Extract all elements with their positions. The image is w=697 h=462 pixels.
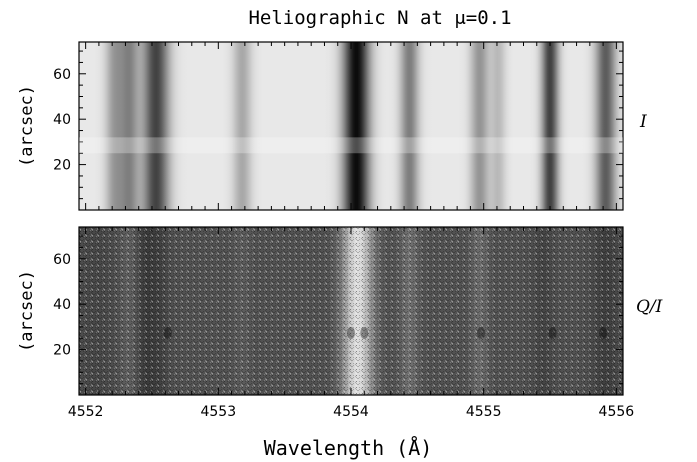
polarization-y-ticks: 20 40 60 [53,235,623,385]
polarization-side-label: Q/I [636,297,663,317]
y-tick-label: 20 [53,343,71,359]
x-tick-labels: 4552 4553 4554 4555 4556 [68,404,634,420]
y-tick-label: 20 [53,158,71,174]
intensity-y-ticks: 20 40 60 [53,50,623,200]
y-tick-label: 40 [53,297,71,313]
polarization-y-label: (arcsec) [17,270,37,352]
intensity-x-ticks [85,42,617,210]
x-tick-label: 4554 [333,404,369,420]
intensity-side-label: I [639,112,647,132]
polarization-spot [548,327,557,339]
x-axis-label: Wavelength (Å) [264,436,433,460]
polarization-panel: 20 40 60 (arcsec) Q/I [17,226,663,396]
intensity-bright-band [79,137,623,154]
polarization-spot [163,327,172,339]
polarization-x-ticks [85,227,617,395]
y-tick-label: 40 [53,112,71,128]
intensity-panel: 20 40 60 (arcsec) I [17,41,647,211]
intensity-image [79,42,623,210]
y-tick-label: 60 [53,252,71,268]
y-tick-label: 60 [53,67,71,83]
polarization-spot [599,327,608,339]
polarization-noise [79,227,623,395]
x-tick-label: 4553 [200,404,236,420]
x-tick-label: 4552 [68,404,104,420]
x-tick-label: 4556 [599,404,635,420]
x-tick-label: 4555 [466,404,502,420]
intensity-y-label: (arcsec) [17,85,37,167]
polarization-spot [477,327,486,339]
polarization-spot [360,327,369,339]
polarization-spot [347,327,355,339]
chart-title: Heliographic N at μ=0.1 [248,7,511,29]
